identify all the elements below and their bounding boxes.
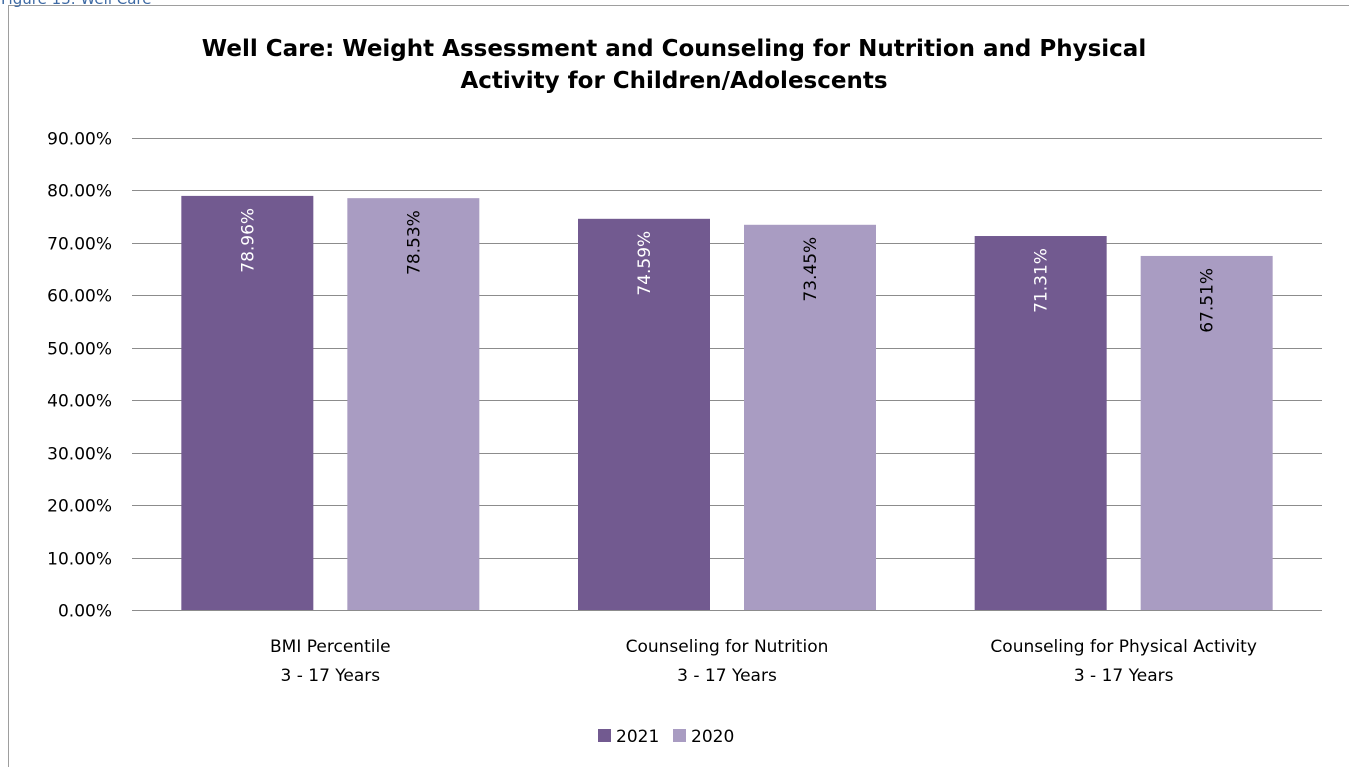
y-tick-label: 90.00% [47,130,112,150]
x-category-label: Counseling for Nutrition [626,637,829,657]
figure-caption: Figure 13: Well Care [1,0,152,8]
chart-title-line-1: Well Care: Weight Assessment and Counsel… [202,36,1146,62]
x-category-label: 3 - 17 Years [1074,666,1174,686]
x-category-label: Counseling for Physical Activity [990,637,1256,657]
x-category-label: 3 - 17 Years [677,666,777,686]
chart-title-line-2: Activity for Children/Adolescents [460,68,887,94]
data-label-2021-2: 74.59% [635,231,655,296]
y-tick-label: 80.00% [47,182,112,202]
gridlines [132,138,1322,559]
y-tick-label: 0.00% [58,602,112,622]
data-label-2020-1: 78.53% [404,210,424,275]
bar-2021-2 [578,218,710,610]
bar-2020-2 [744,224,876,610]
x-category-label: 3 - 17 Years [281,666,381,686]
bars [181,195,1273,610]
legend: 2021 2020 [598,727,734,747]
data-labels: 78.96% 78.53% 74.59% 73.45% 71.31% 67.51% [238,208,1217,333]
x-axis-category-labels: BMI Percentile 3 - 17 Years Counseling for… [270,637,1257,686]
y-tick-label: 10.00% [47,550,112,570]
data-label-2021-1: 78.96% [238,208,258,273]
y-tick-label: 50.00% [47,340,112,360]
bar-2021-3 [974,236,1107,610]
y-tick-label: 20.00% [47,497,112,517]
data-label-2020-2: 73.45% [801,237,821,302]
legend-swatch-2020 [673,729,686,742]
data-label-2021-3: 71.31% [1032,248,1052,313]
legend-swatch-2021 [598,729,611,742]
y-tick-label: 70.00% [47,235,112,255]
data-label-2020-3: 67.51% [1198,268,1218,333]
y-tick-label: 40.00% [47,392,112,412]
y-tick-label: 60.00% [47,287,112,307]
x-category-label: BMI Percentile [270,637,391,657]
legend-label-2020: 2020 [691,727,734,747]
legend-label-2021: 2021 [616,727,659,747]
bar-2021-1 [181,195,314,610]
y-tick-label: 30.00% [47,445,112,465]
bar-2020-3 [1140,255,1273,610]
bar-2020-1 [347,198,480,610]
y-axis-tick-labels: 0.00% 10.00% 20.00% 30.00% 40.00% 50.00% 60.00… [47,130,112,622]
